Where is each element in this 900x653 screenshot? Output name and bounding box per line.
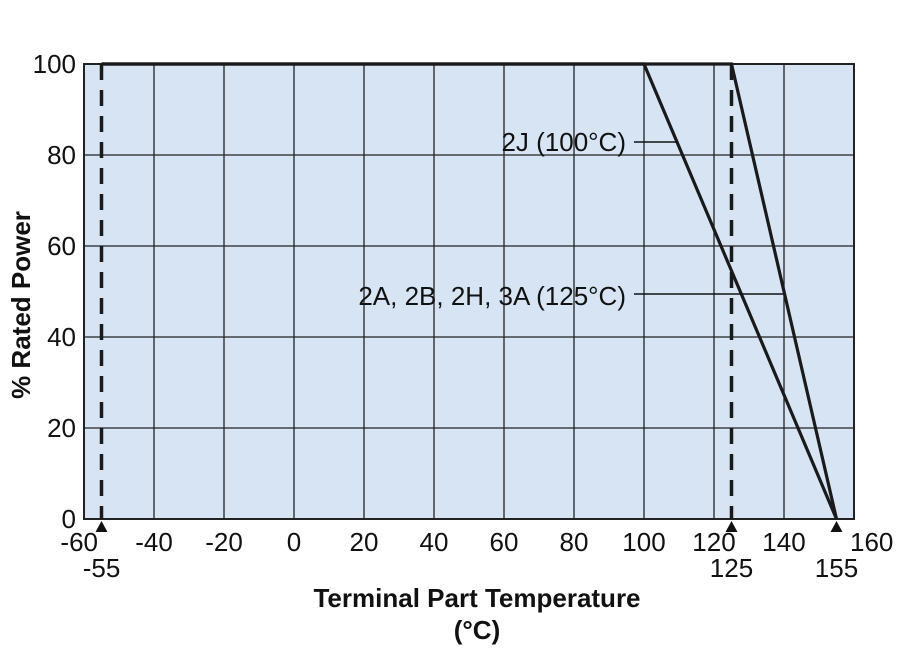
x-tick-label: 20 — [350, 527, 379, 557]
x-tick-label: 140 — [762, 527, 805, 557]
x-tick-label: 40 — [420, 527, 449, 557]
dashed-limit-lines — [99, 64, 734, 519]
annotation-2a-2b-2h-3a: 2A, 2B, 2H, 3A (125°C) — [358, 281, 626, 311]
marker-triangle — [830, 521, 843, 532]
x-tick-label: 0 — [287, 527, 301, 557]
plot-background — [83, 63, 855, 520]
plot-area — [83, 63, 855, 520]
y-tick-label: 0 — [62, 504, 76, 534]
annotation-2j: 2J (100°C) — [501, 127, 626, 157]
y-tick-label: 60 — [47, 231, 76, 261]
y-tick-label: 100 — [33, 49, 76, 79]
series-lines — [101, 62, 839, 520]
marker-triangle — [725, 521, 738, 532]
marker-triangle — [95, 521, 108, 532]
x-tick-label: 100 — [622, 527, 665, 557]
x-axis-unit: (°C) — [454, 615, 501, 645]
y-tick-label: 80 — [47, 140, 76, 170]
series-line — [101, 62, 839, 520]
x-tick-label: -40 — [135, 527, 173, 557]
x-tick-label: -20 — [205, 527, 243, 557]
y-axis-title: % Rated Power — [6, 211, 36, 399]
marker-label: 155 — [815, 553, 858, 583]
x-tick-label: 80 — [560, 527, 589, 557]
y-tick-labels: 0 20 40 60 80 100 — [33, 49, 76, 534]
x-tick-label: 160 — [850, 527, 893, 557]
y-tick-label: 20 — [47, 413, 76, 443]
x-tick-label: 60 — [490, 527, 519, 557]
y-tick-label: 40 — [47, 322, 76, 352]
marker-label: 125 — [710, 553, 753, 583]
annotation-leaders — [634, 141, 783, 295]
marker-label: -55 — [83, 553, 121, 583]
series-annotations: 2J (100°C) 2A, 2B, 2H, 3A (125°C) — [358, 127, 626, 311]
x-tick-label: -60 — [60, 527, 98, 557]
x-tick-labels: -60 -40 -20 0 20 40 60 80 100 120 140 160 — [60, 527, 893, 557]
x-axis-title: Terminal Part Temperature — [313, 583, 640, 613]
temperature-markers: -55 125 155 — [83, 521, 858, 583]
